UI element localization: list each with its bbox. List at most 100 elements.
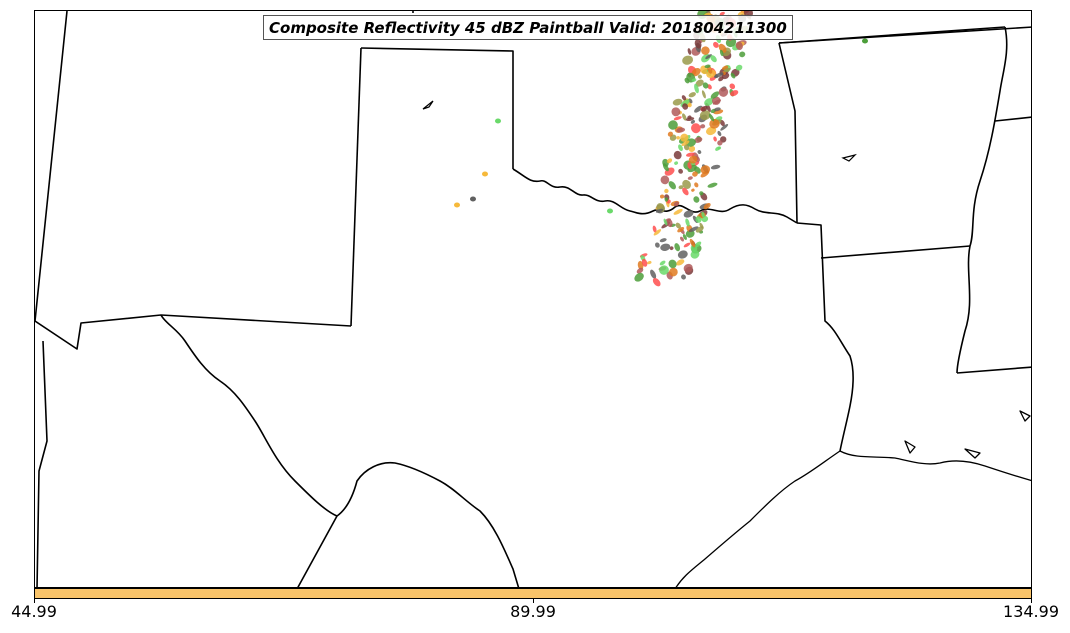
reflectivity-cell — [718, 76, 724, 82]
reflectivity-cell — [672, 98, 683, 106]
reflectivity-cell — [694, 241, 702, 248]
reflectivity-cell — [662, 163, 669, 172]
reflectivity-cell — [690, 244, 698, 252]
reflectivity-cell — [678, 144, 683, 151]
reflectivity-cell — [660, 194, 665, 199]
reflectivity-cell — [650, 269, 657, 279]
reflectivity-cell — [674, 161, 679, 165]
reflectivity-cell — [713, 41, 719, 48]
reflectivity-cell — [699, 110, 711, 121]
tx-la-border — [796, 222, 854, 452]
red-river — [512, 168, 798, 224]
colorbar-tick-mark — [1031, 599, 1032, 603]
reflectivity-cell — [717, 140, 723, 146]
reflectivity-cell — [678, 185, 684, 190]
state-boundaries — [35, 11, 1031, 587]
reflectivity-cell — [660, 243, 671, 251]
reflectivity-cell — [688, 145, 696, 152]
reflectivity-cell — [704, 64, 711, 69]
reflectivity-cell — [647, 260, 652, 265]
reflectivity-cell — [695, 226, 704, 233]
reflectivity-cell — [735, 64, 743, 71]
reflectivity-cell — [694, 83, 699, 94]
mississippi-river — [956, 26, 1008, 374]
reflectivity-cell — [703, 202, 711, 210]
reflectivity-cell — [668, 120, 678, 130]
reflectivity-cell — [659, 238, 667, 243]
colorbar-tick-mark — [34, 599, 35, 603]
reflectivity-cell — [719, 11, 725, 16]
reflectivity-cell — [681, 140, 690, 147]
reflectivity-cell — [681, 274, 686, 280]
reflectivity-cell — [739, 51, 746, 58]
reflectivity-cell — [673, 150, 682, 160]
reflectivity-cell — [668, 259, 677, 269]
reflectivity-cell — [706, 126, 717, 136]
reflectivity-cell — [676, 136, 680, 140]
reflectivity-cell — [682, 103, 689, 110]
reflectivity-cell — [707, 84, 712, 90]
reflectivity-cell — [687, 48, 692, 55]
reflectivity-cell — [695, 216, 702, 223]
reflectivity-cell — [660, 175, 670, 185]
reflectivity-cell — [701, 211, 705, 218]
reflectivity-cell — [653, 229, 662, 236]
reflectivity-cell — [700, 165, 711, 174]
reflectivity-cell — [679, 236, 685, 242]
reflectivity-cell — [723, 67, 731, 73]
reflectivity-cell — [673, 208, 683, 215]
reflectivity-cell — [663, 218, 668, 226]
reflectivity-cell — [681, 95, 687, 101]
reflectivity-cell — [683, 242, 691, 248]
reflectivity-cell — [730, 72, 736, 79]
colorbar — [34, 588, 1032, 599]
reflectivity-cell — [652, 225, 657, 233]
reflectivity-paintball — [454, 11, 868, 287]
map-panel — [34, 10, 1032, 588]
reflectivity-cell — [664, 188, 669, 194]
reflectivity-cell — [495, 118, 501, 124]
tn-border — [778, 26, 1031, 44]
reflectivity-cell — [694, 105, 703, 113]
reflectivity-cell — [668, 181, 676, 190]
reflectivity-cell — [607, 208, 613, 214]
ok-arkansas-border — [778, 42, 798, 224]
reflectivity-cell — [704, 98, 714, 106]
reflectivity-cell — [674, 243, 681, 252]
reflectivity-cell — [685, 152, 695, 157]
reflectivity-cell — [678, 168, 683, 174]
reflectivity-cell — [676, 259, 685, 266]
colorbar-tick-min: 44.99 — [11, 602, 57, 621]
reflectivity-cell — [709, 118, 720, 129]
reflectivity-cell — [713, 136, 717, 142]
reflectivity-cell — [691, 123, 701, 134]
reflectivity-cell — [688, 155, 698, 164]
reflectivity-cell — [694, 182, 699, 188]
reflectivity-cell — [673, 201, 680, 207]
reflectivity-cell — [682, 113, 687, 121]
reflectivity-cell — [641, 258, 648, 267]
reflectivity-cell — [682, 179, 691, 189]
reflectivity-cell — [688, 98, 693, 104]
reflectivity-cell — [710, 91, 720, 99]
reflectivity-cell — [680, 133, 689, 142]
reflectivity-cell — [676, 127, 686, 133]
reflectivity-cell — [482, 171, 488, 177]
reflectivity-cell — [659, 265, 669, 275]
reflectivity-cell — [693, 196, 700, 203]
mexico-border — [297, 515, 338, 587]
lake-1 — [422, 100, 434, 110]
reflectivity-cell — [717, 146, 722, 150]
reflectivity-cell — [695, 79, 704, 87]
reflectivity-cell — [718, 87, 729, 97]
reflectivity-cell — [687, 103, 692, 108]
reflectivity-cell — [730, 90, 739, 97]
reflectivity-cell — [684, 77, 690, 84]
reflectivity-cell — [692, 171, 698, 177]
al-border-north — [994, 116, 1031, 122]
reflectivity-cell — [652, 278, 661, 287]
reflectivity-cell — [655, 242, 660, 248]
map-title: Composite Reflectivity 45 dBZ Paintball … — [263, 15, 793, 40]
reflectivity-cell — [691, 68, 701, 77]
reflectivity-cell — [688, 226, 699, 233]
